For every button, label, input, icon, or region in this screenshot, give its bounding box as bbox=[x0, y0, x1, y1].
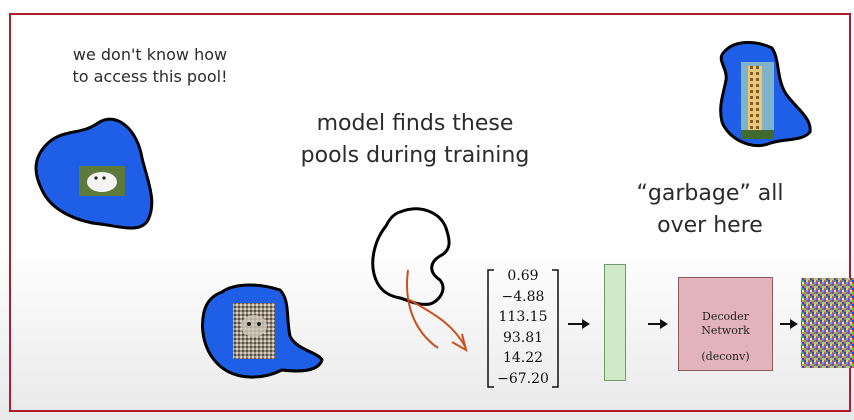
headline-line-2: pools during training bbox=[300, 143, 530, 168]
decoder-label-1: Decoder bbox=[702, 310, 749, 323]
giraffe-image bbox=[741, 62, 774, 139]
arrow-matrix-to-latent bbox=[568, 319, 590, 329]
vector-value-5: 14.22 bbox=[502, 350, 544, 366]
matrix-right-bracket bbox=[552, 269, 559, 388]
arrow-latent-to-decoder bbox=[648, 319, 668, 329]
headline-line-1: model finds these bbox=[316, 111, 514, 136]
note-line-1: we don't know how bbox=[72, 45, 228, 64]
training-arrow-2 bbox=[409, 299, 467, 349]
new-pool-outline bbox=[371, 207, 451, 306]
garbage-line-1: “garbage” all bbox=[636, 181, 784, 206]
decoder-label-2: Network bbox=[701, 324, 750, 337]
matrix-left-bracket bbox=[487, 269, 494, 388]
noise-image bbox=[801, 278, 854, 368]
cat-image bbox=[233, 303, 275, 359]
slide-frame bbox=[9, 13, 851, 412]
garbage-line-2: over here bbox=[657, 213, 763, 238]
unknown-pool-note: we don't know how to access this pool! bbox=[50, 44, 250, 88]
headline: model finds these pools during training bbox=[270, 108, 560, 172]
vector-value-3: 113.15 bbox=[498, 309, 548, 325]
latent-layer bbox=[604, 264, 626, 381]
training-arrow-1 bbox=[406, 269, 439, 349]
training-arrowhead bbox=[451, 333, 468, 353]
vector-value-2: −4.88 bbox=[501, 288, 545, 305]
note-line-2: to access this pool! bbox=[72, 67, 228, 86]
vector-value-4: 93.81 bbox=[502, 329, 544, 346]
arrow-decoder-to-output bbox=[780, 319, 798, 329]
decoder-label-3: (deconv) bbox=[701, 350, 750, 363]
latent-vector: 0.69 −4.88 113.15 93.81 14.22 −67.20 bbox=[485, 266, 561, 389]
garbage-note: “garbage” all over here bbox=[620, 178, 800, 242]
vector-value-1: 0.69 bbox=[507, 268, 539, 284]
vector-value-6: −67.20 bbox=[497, 370, 549, 387]
dog-image bbox=[79, 166, 125, 196]
decoder-network: Decoder Network (deconv) bbox=[678, 277, 773, 371]
